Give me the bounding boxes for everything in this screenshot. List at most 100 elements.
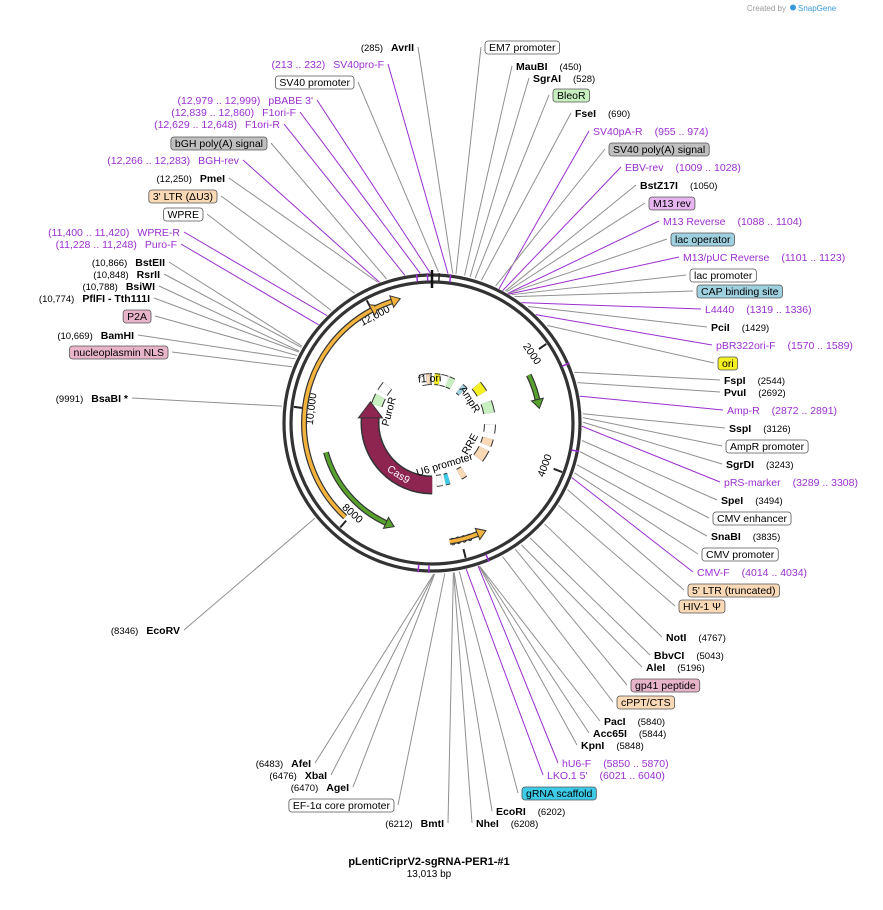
label-nhei[interactable]: NheI (6208) <box>476 818 538 830</box>
label-bsiwi[interactable]: BsiWI (10,788) <box>82 281 155 293</box>
label-hu6-f[interactable]: hU6-F (5850 .. 5870) <box>562 758 669 770</box>
label-avrii[interactable]: AvrII (285) <box>361 42 414 54</box>
leader-m13-puc-reverse <box>508 256 680 295</box>
label-alei[interactable]: AleI (5196) <box>646 662 705 674</box>
label-wpre[interactable]: WPRE <box>163 207 204 222</box>
site-name: hU6-F <box>562 758 591 770</box>
label-sgrdi[interactable]: SgrDI (3243) <box>726 459 793 471</box>
site-name: AfeI <box>291 758 311 770</box>
label-grna-scaffold[interactable]: gRNA scaffold <box>521 786 597 801</box>
feature-name: cPPT/CTS <box>621 697 671 709</box>
leader-5-ltr-truncated <box>567 489 685 591</box>
label-puro-f[interactable]: Puro-F (11,228 .. 11,248) <box>56 239 177 251</box>
backbone-outer-circle <box>282 273 582 573</box>
label-cmv-promoter[interactable]: CMV promoter <box>701 547 779 562</box>
label-sv40pro-f[interactable]: SV40pro-F (213 .. 232) <box>272 59 384 71</box>
leader-spei <box>581 440 718 501</box>
label-m13-rev[interactable]: M13 rev <box>648 196 696 211</box>
label-bstz17i[interactable]: BstZ17I (1050) <box>640 180 717 192</box>
leader-p2a <box>154 315 298 356</box>
label-afei[interactable]: AfeI (6483) <box>256 758 311 770</box>
label-m13-reverse[interactable]: M13 Reverse (1088 .. 1104) <box>663 216 802 228</box>
label-bamhi[interactable]: BamHI (10,669) <box>57 330 134 342</box>
leader-cmv-f <box>571 477 694 573</box>
label-nucleoplasmin-nls[interactable]: nucleoplasmin NLS <box>69 345 169 360</box>
label-fsei[interactable]: FseI (690) <box>575 108 630 120</box>
label-prs-marker[interactable]: pRS-marker (3289 .. 3308) <box>724 477 858 489</box>
site-position: (4014 .. 4034) <box>742 567 807 579</box>
leader-bgh-poly-a-signal <box>270 142 387 280</box>
label-bsteii[interactable]: BstEII (10,866) <box>92 257 165 269</box>
label-bsabi[interactable]: BsaBI * (9991) <box>56 393 129 405</box>
label-bmti[interactable]: BmtI (6212) <box>385 818 444 830</box>
site-position: (10,788) <box>82 282 117 293</box>
label-pcii[interactable]: PciI (1429) <box>711 322 769 334</box>
label-ori[interactable]: ori <box>717 356 739 371</box>
label-bgh-rev[interactable]: BGH-rev (12,266 .. 12,283) <box>107 155 239 167</box>
leader-noti <box>544 523 663 638</box>
label-sspi[interactable]: SspI (3126) <box>729 423 791 435</box>
label-lac-operator[interactable]: lac operator <box>670 232 735 247</box>
label-em7-promoter[interactable]: EM7 promoter <box>484 40 560 55</box>
label-f1ori-r[interactable]: F1ori-R (12,629 .. 12,648) <box>154 119 280 131</box>
tick-mark-6000 <box>462 548 467 559</box>
label-rsrii[interactable]: RsrII (10,848) <box>93 269 160 281</box>
label-cmv-enhancer[interactable]: CMV enhancer <box>712 511 792 526</box>
label-p2a[interactable]: P2A <box>122 309 152 324</box>
label-cap-binding-site[interactable]: CAP binding site <box>696 284 783 299</box>
label-pbabe-3[interactable]: pBABE 3' (12,979 .. 12,999) <box>177 95 313 107</box>
label-pvui[interactable]: PvuI (2692) <box>724 387 786 399</box>
label-kpni[interactable]: KpnI (5848) <box>581 740 644 752</box>
label-noti[interactable]: NotI (4767) <box>666 632 726 644</box>
label-xbai[interactable]: XbaI (6476) <box>269 770 327 782</box>
label-pmei[interactable]: PmeI (12,250) <box>157 173 226 185</box>
label-wpre-r[interactable]: WPRE-R (11,400 .. 11,420) <box>48 227 180 239</box>
label-bleor[interactable]: BleoR <box>552 88 591 103</box>
label-snabi[interactable]: SnaBI (3835) <box>711 531 780 543</box>
label-sv40-promoter[interactable]: SV40 promoter <box>274 75 355 90</box>
label-gp41-peptide[interactable]: gp41 peptide <box>630 678 701 693</box>
label-paci[interactable]: PacI (5840) <box>604 716 665 728</box>
label-ecorv[interactable]: EcoRV (8346) <box>111 625 180 637</box>
puro-block <box>371 393 386 408</box>
leader-acc65i <box>479 566 590 734</box>
label-ebv-rev[interactable]: EBV-rev (1009 .. 1028) <box>625 162 741 174</box>
leader-sv40pro-f <box>387 63 449 274</box>
label-f1ori-f[interactable]: F1ori-F (12,839 .. 12,860) <box>171 107 296 119</box>
label-acc65i[interactable]: Acc65I (5844) <box>593 728 666 740</box>
label-pflfi-tth111i[interactable]: PflFI - Tth111I (10,774) <box>39 293 150 305</box>
site-name: PmeI <box>200 173 225 185</box>
label-l4440[interactable]: L4440 (1319 .. 1336) <box>705 304 812 316</box>
site-position: (6483) <box>256 759 283 770</box>
label-ampr-promoter[interactable]: AmpR promoter <box>725 439 809 454</box>
label-5-ltr-truncated[interactable]: 5' LTR (truncated) <box>687 583 780 598</box>
site-name: BamHI <box>101 330 134 342</box>
leader-hiv-1 <box>558 505 676 607</box>
leader-em7-promoter <box>455 46 482 274</box>
label-bbvci[interactable]: BbvCI (5043) <box>654 650 724 662</box>
label-3-ltr-u3[interactable]: 3' LTR (ΔU3) <box>148 189 218 204</box>
site-position: (3494) <box>755 496 782 507</box>
label-fspi[interactable]: FspI (2544) <box>724 375 785 387</box>
label-bgh-poly-a-signal[interactable]: bGH poly(A) signal <box>170 136 268 151</box>
label-cppt-cts[interactable]: cPPT/CTS <box>616 695 675 710</box>
site-position: (8346) <box>111 626 138 637</box>
label-sgrai[interactable]: SgrAI (528) <box>533 73 595 85</box>
label-sv40-poly-a-signal[interactable]: SV40 poly(A) signal <box>608 142 710 157</box>
label-ecori[interactable]: EcoRI (6202) <box>496 806 565 818</box>
label-agei[interactable]: AgeI (6470) <box>291 782 349 794</box>
label-ef-1-core-promoter[interactable]: EF-1α core promoter <box>288 798 395 813</box>
leader-amp-r <box>579 395 724 411</box>
label-maubi[interactable]: MauBI (450) <box>516 61 582 73</box>
label-lac-promoter[interactable]: lac promoter <box>689 268 757 283</box>
label-cmv-f[interactable]: CMV-F (4014 .. 4034) <box>697 567 807 579</box>
label-pbr322ori-f[interactable]: pBR322ori-F (1570 .. 1589) <box>716 340 853 352</box>
label-m13-puc-reverse[interactable]: M13/pUC Reverse (1101 .. 1123) <box>683 252 845 264</box>
label-spei[interactable]: SpeI (3494) <box>721 495 783 507</box>
label-amp-r[interactable]: Amp-R (2872 .. 2891) <box>727 405 837 417</box>
label-hiv-1[interactable]: HIV-1 Ψ <box>678 599 726 614</box>
leader-rsrii <box>163 273 302 348</box>
leader-xbai <box>330 573 435 776</box>
label-lko-1-5[interactable]: LKO.1 5' (6021 .. 6040) <box>547 770 665 782</box>
label-sv40pa-r[interactable]: SV40pA-R (955 .. 974) <box>593 126 708 138</box>
